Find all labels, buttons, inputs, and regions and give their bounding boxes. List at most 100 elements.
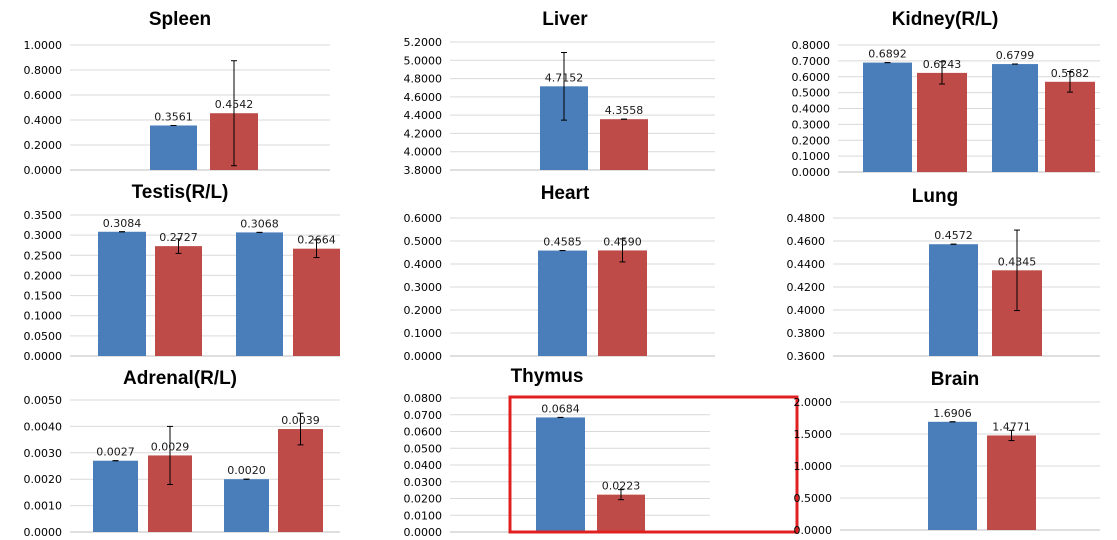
y-tick-label: 0.0000: [404, 350, 443, 363]
chart-panel-thymus: Thymus 0.0000 0.0100 0.0200 0.0300 0.0400 0.05…: [375, 360, 799, 540]
chart-panel-adrenal: Adrenal(R/L) 0.0000 0.0010 0.0020 0.0030 0.00…: [0, 360, 360, 540]
bar-blue: [928, 421, 977, 530]
chart-title: Brain: [931, 369, 980, 390]
y-tick-label: 0.1000: [792, 150, 831, 163]
bar-blue: [224, 479, 269, 532]
data-label: 0.6243: [923, 58, 962, 71]
bar-blue: [536, 417, 585, 532]
data-label: 0.4572: [934, 229, 973, 242]
bar-red: [155, 246, 202, 356]
y-tick-label: 0.0600: [404, 426, 443, 439]
bar-blue: [863, 62, 912, 172]
y-tick-label: 0.0000: [792, 166, 831, 179]
y-tick-label: 0.0010: [24, 500, 63, 513]
bar-blue: [538, 250, 587, 356]
data-label: 0.3068: [240, 217, 279, 230]
chart-title: Thymus: [511, 366, 584, 387]
y-tick-label: 0.4800: [787, 212, 826, 225]
bar-blue: [150, 125, 197, 170]
bar-blue: [93, 460, 138, 532]
data-label: 0.0039: [281, 414, 320, 427]
y-tick-label: 2.0000: [794, 396, 833, 409]
data-label: 0.0029: [151, 440, 190, 453]
y-tick-label: 0.3000: [404, 281, 443, 294]
y-tick-label: 0.4000: [24, 114, 63, 127]
data-label: 0.3084: [103, 217, 142, 230]
data-label: 0.4590: [603, 235, 642, 248]
y-tick-label: 0.2000: [24, 269, 63, 282]
chart-svg-kidney: Kidney(R/L) 0.0000 0.1000 0.2000 0.3000 0.400…: [792, 9, 1100, 179]
highlight-box: [508, 395, 799, 534]
chart-panel-spleen: Spleen 0.0000 0.2000 0.4000 0.6000 0.8000 1.00…: [0, 0, 360, 180]
y-tick-label: 0.0500: [404, 442, 443, 455]
y-tick-label: 3.8000: [404, 164, 443, 177]
y-tick-label: 0.6000: [792, 71, 831, 84]
y-tick-label: 4.6000: [404, 91, 443, 104]
y-tick-label: 4.2000: [404, 127, 443, 140]
chart-panel-kidney: Kidney(R/L) 0.0000 0.1000 0.2000 0.3000 0.400…: [755, 0, 1105, 180]
bar-red: [293, 248, 340, 356]
y-tick-label: 0.0040: [24, 420, 63, 433]
chart-title: Spleen: [149, 9, 211, 30]
chart-title: Testis(R/L): [132, 182, 229, 203]
chart-panel-testis: Testis(R/L) 0.0000 0.0500 0.1000 0.1500 0.200…: [0, 180, 360, 363]
y-tick-label: 0.0000: [24, 164, 63, 177]
y-tick-label: 0.3800: [787, 327, 826, 340]
y-tick-label: 4.8000: [404, 73, 443, 86]
chart-title: Heart: [541, 183, 590, 204]
chart-svg-testis: Testis(R/L) 0.0000 0.0500 0.1000 0.1500 0.200…: [24, 182, 340, 363]
y-tick-label: 0.3000: [792, 118, 831, 131]
data-label: 0.2664: [297, 234, 336, 247]
data-label: 0.6799: [996, 49, 1035, 62]
y-tick-label: 0.4000: [404, 258, 443, 271]
y-tick-label: 0.4200: [787, 281, 826, 294]
y-tick-label: 1.0000: [794, 460, 833, 473]
y-tick-label: 1.5000: [794, 428, 833, 441]
chart-title: Kidney(R/L): [892, 9, 999, 30]
y-tick-label: 0.0400: [404, 459, 443, 472]
y-tick-label: 0.3600: [787, 350, 826, 363]
y-tick-label: 0.8000: [792, 39, 831, 52]
data-label: 4.3558: [605, 104, 644, 117]
chart-svg-liver: Liver 3.8000 4.0000 4.2000 4.4000 4.6000 4.800…: [404, 9, 715, 177]
chart-svg-lung: Lung 0.3600 0.3800 0.4000 0.4200 0.4400 0.4600…: [787, 186, 1100, 363]
y-tick-label: 0.1500: [24, 290, 63, 303]
y-tick-label: 0.6000: [24, 89, 63, 102]
chart-title: Adrenal(R/L): [123, 368, 237, 389]
chart-title: Liver: [542, 9, 588, 30]
y-tick-label: 0.2000: [404, 304, 443, 317]
data-label: 0.0027: [96, 446, 135, 459]
data-label: 0.4345: [998, 255, 1037, 268]
y-tick-label: 0.0700: [404, 409, 443, 422]
y-tick-label: 0.0000: [24, 350, 63, 363]
chart-panel-lung: Lung 0.3600 0.3800 0.4000 0.4200 0.4400 0.4600…: [755, 180, 1105, 363]
bar-blue: [98, 231, 146, 356]
y-tick-label: 0.5000: [792, 87, 831, 100]
y-tick-label: 4.4000: [404, 109, 443, 122]
y-tick-label: 0.0000: [794, 524, 833, 537]
y-tick-label: 0.4600: [787, 235, 826, 248]
y-tick-label: 0.8000: [24, 64, 63, 77]
chart-svg-spleen: Spleen 0.0000 0.2000 0.4000 0.6000 0.8000 1.00…: [24, 9, 330, 177]
y-tick-label: 0.1000: [404, 327, 443, 340]
y-tick-label: 0.5000: [404, 235, 443, 248]
chart-title: Lung: [912, 186, 958, 207]
y-tick-label: 0.5000: [794, 492, 833, 505]
y-tick-label: 0.4000: [792, 103, 831, 116]
chart-svg-adrenal: Adrenal(R/L) 0.0000 0.0010 0.0020 0.0030 0.00…: [24, 368, 340, 539]
chart-panel-brain: Brain 0.0000 0.5000 1.0000 1.5000 2.0000 1.690…: [755, 360, 1105, 540]
chart-svg-brain: Brain 0.0000 0.5000 1.0000 1.5000 2.0000 1.690…: [794, 369, 1100, 537]
bar-blue: [992, 64, 1038, 172]
data-label: 1.4771: [992, 420, 1031, 433]
y-tick-label: 0.0000: [24, 526, 63, 539]
data-label: 0.5682: [1051, 67, 1090, 80]
y-tick-label: 0.2000: [792, 134, 831, 147]
chart-panel-heart: Heart 0.0000 0.1000 0.2000 0.3000 0.4000 0.500…: [375, 180, 730, 363]
y-tick-label: 0.6000: [404, 212, 443, 225]
y-tick-label: 0.0500: [24, 330, 63, 343]
bar-red: [917, 72, 967, 172]
y-tick-label: 0.7000: [792, 55, 831, 68]
data-label: 0.0223: [602, 480, 641, 493]
bar-red: [597, 494, 645, 532]
data-label: 0.4542: [215, 98, 254, 111]
